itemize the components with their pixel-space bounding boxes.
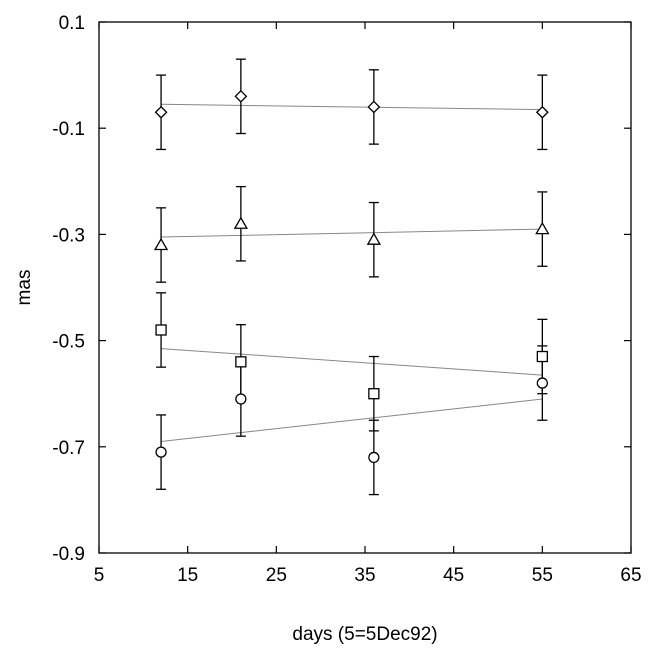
plot-frame xyxy=(98,21,632,554)
x-tick-label: 25 xyxy=(266,565,287,586)
y-tick-label: -0.3 xyxy=(52,225,85,246)
circle-point xyxy=(235,393,247,405)
square-point xyxy=(536,350,548,363)
fit-line-diamond xyxy=(161,103,543,111)
x-tick-label: 5 xyxy=(94,565,105,586)
diamond-point xyxy=(367,100,381,114)
error-bars xyxy=(156,58,548,496)
square-point xyxy=(235,356,247,368)
y-tick-label: -0.9 xyxy=(52,544,85,565)
plot-border xyxy=(98,21,632,554)
triangle-point xyxy=(153,237,169,251)
x-axis-label: days (5=5Dec92) xyxy=(292,624,437,645)
data-markers xyxy=(153,89,550,464)
circle-point xyxy=(536,377,548,389)
triangle-point xyxy=(535,221,550,235)
diamond-point xyxy=(535,105,549,119)
diamond-point xyxy=(234,89,248,103)
circle-point xyxy=(155,446,167,458)
y-tick-label: -0.5 xyxy=(52,332,85,353)
fit-line-square xyxy=(161,348,543,376)
x-tick-label: 55 xyxy=(532,565,553,586)
y-tick-label: -0.7 xyxy=(52,438,85,459)
y-axis-label: mas xyxy=(14,270,35,306)
diamond-point xyxy=(154,105,168,119)
circle-point xyxy=(368,451,380,464)
y-tick-label: 0.1 xyxy=(59,13,85,34)
x-tick-label: 35 xyxy=(354,565,375,586)
square-point xyxy=(155,324,167,336)
x-tick-label: 45 xyxy=(443,565,464,586)
triangle-point xyxy=(366,232,381,245)
fit-lines xyxy=(161,103,543,442)
x-tick-label: 15 xyxy=(177,565,198,586)
triangle-point xyxy=(233,216,248,229)
x-tick-label: 65 xyxy=(620,565,641,586)
y-tick-label: -0.1 xyxy=(52,119,85,140)
axis-ticks: 5 15 25 35 45 55 65 0.1 -0.1 -0.3 -0.5 -0.7 -0.9 xyxy=(52,13,641,586)
square-point xyxy=(368,388,380,400)
fit-line-triangle xyxy=(161,228,543,238)
fit-line-circle xyxy=(161,398,543,442)
